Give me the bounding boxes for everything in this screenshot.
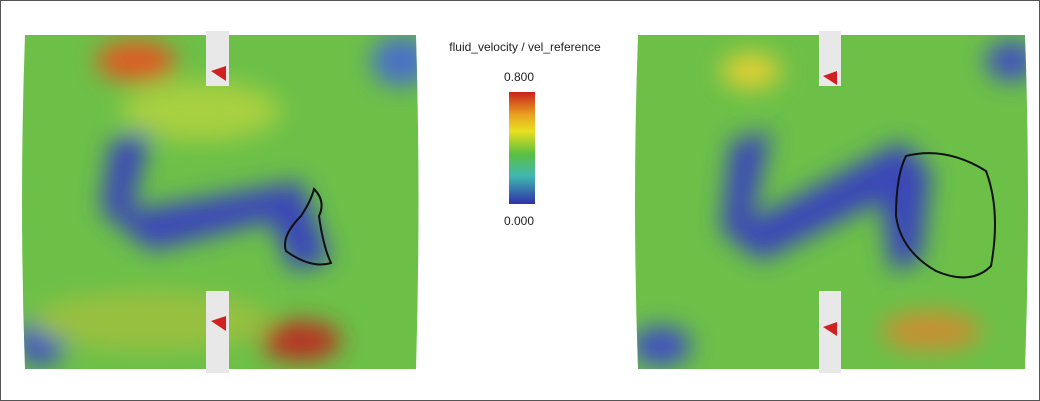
colorbar-max-label: 0.800 xyxy=(504,70,534,84)
contour-figure: fluid_velocity / vel_reference 0.800 0.0… xyxy=(1,1,1039,400)
colorbar xyxy=(509,92,535,204)
figure: fluid_velocity / vel_reference 0.800 0.0… xyxy=(0,0,1040,401)
right-contour xyxy=(626,21,1036,381)
colorbar-title: fluid_velocity / vel_reference xyxy=(449,40,601,54)
left-contour xyxy=(11,21,431,381)
colorbar-min-label: 0.000 xyxy=(504,214,534,228)
